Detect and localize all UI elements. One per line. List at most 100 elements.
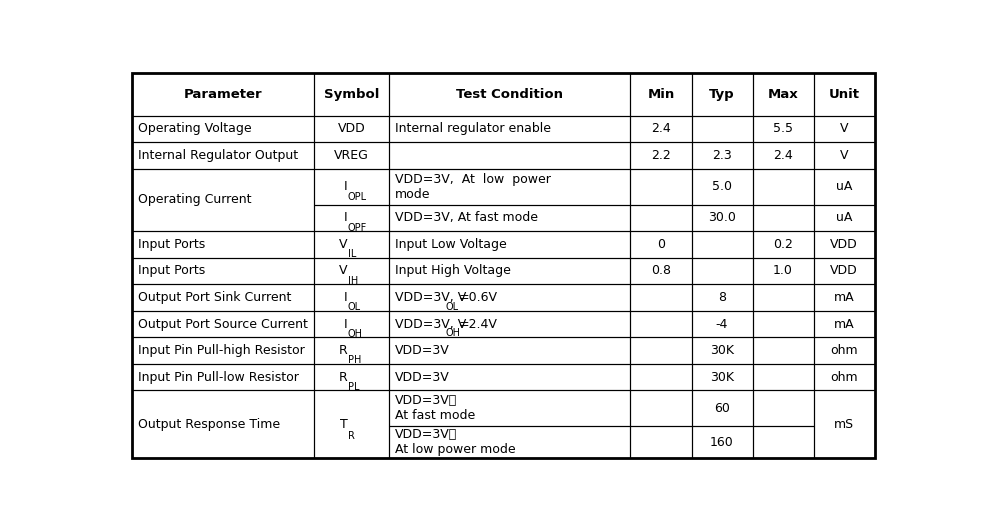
Text: 160: 160	[710, 436, 734, 449]
Bar	[691, 73, 752, 116]
Text: VDD=3V: VDD=3V	[395, 371, 450, 383]
Bar	[389, 73, 630, 116]
Bar	[814, 390, 875, 458]
Text: 8: 8	[718, 291, 726, 304]
Text: Output Port Sink Current: Output Port Sink Current	[137, 291, 292, 304]
Bar	[630, 390, 691, 426]
Bar	[132, 364, 314, 390]
Bar	[691, 205, 752, 231]
Bar	[389, 231, 630, 258]
Text: PL: PL	[348, 382, 359, 392]
Text: OPL: OPL	[348, 191, 367, 201]
Bar	[132, 311, 314, 337]
Bar	[132, 169, 314, 231]
Bar	[630, 337, 691, 364]
Bar	[691, 364, 752, 390]
Bar	[814, 311, 875, 337]
Text: 0: 0	[657, 238, 665, 251]
Text: R: R	[339, 371, 348, 383]
Text: 60: 60	[714, 402, 730, 415]
Text: uA: uA	[836, 180, 852, 193]
Bar	[630, 284, 691, 311]
Bar	[389, 311, 630, 337]
Text: VDD=3V、
At low power mode: VDD=3V、 At low power mode	[395, 428, 516, 456]
Bar	[630, 142, 691, 169]
Text: 2.4: 2.4	[773, 149, 793, 162]
Text: Output Port Source Current: Output Port Source Current	[137, 318, 307, 330]
Text: =2.4V: =2.4V	[459, 318, 498, 330]
Bar	[814, 205, 875, 231]
Text: 0.8: 0.8	[651, 265, 671, 277]
Bar	[132, 142, 314, 169]
Bar	[132, 116, 314, 142]
Bar	[691, 258, 752, 284]
Text: 30.0: 30.0	[708, 211, 736, 225]
Bar	[814, 142, 875, 169]
Bar	[389, 116, 630, 142]
Bar	[132, 73, 314, 116]
Bar	[691, 311, 752, 337]
Bar	[752, 364, 814, 390]
Bar	[314, 73, 389, 116]
Text: Input Ports: Input Ports	[137, 265, 205, 277]
Bar	[691, 142, 752, 169]
Text: mS: mS	[834, 418, 854, 431]
Bar	[630, 426, 691, 458]
Bar	[691, 426, 752, 458]
Bar	[132, 337, 314, 364]
Text: OH: OH	[446, 328, 461, 338]
Text: ohm: ohm	[831, 371, 858, 383]
Text: ohm: ohm	[831, 344, 858, 357]
Text: Max: Max	[768, 88, 798, 101]
Bar	[752, 231, 814, 258]
Bar	[752, 284, 814, 311]
Bar	[814, 364, 875, 390]
Text: Test Condition: Test Condition	[456, 88, 563, 101]
Bar	[389, 169, 630, 205]
Bar	[752, 205, 814, 231]
Bar	[752, 390, 814, 426]
Text: Internal regulator enable: Internal regulator enable	[395, 123, 551, 136]
Text: VDD=3V: VDD=3V	[395, 344, 450, 357]
Text: VDD=3V,  At  low  power
mode: VDD=3V, At low power mode	[395, 173, 551, 201]
Text: IH: IH	[348, 276, 358, 286]
Bar	[630, 116, 691, 142]
Bar	[630, 73, 691, 116]
Text: OPF: OPF	[348, 222, 367, 232]
Text: V: V	[840, 123, 848, 136]
Text: OL: OL	[446, 301, 459, 311]
Text: uA: uA	[836, 211, 852, 225]
Text: Operating Current: Operating Current	[137, 194, 251, 206]
Text: T: T	[340, 418, 348, 431]
Bar	[314, 390, 389, 458]
Bar	[630, 258, 691, 284]
Bar	[814, 169, 875, 205]
Text: Input Ports: Input Ports	[137, 238, 205, 251]
Text: Typ: Typ	[709, 88, 735, 101]
Text: Min: Min	[647, 88, 675, 101]
Text: 30K: 30K	[710, 344, 734, 357]
Text: VDD: VDD	[830, 265, 858, 277]
Text: Input Low Voltage: Input Low Voltage	[395, 238, 507, 251]
Bar	[132, 231, 314, 258]
Bar	[752, 426, 814, 458]
Bar	[630, 169, 691, 205]
Text: 0.2: 0.2	[773, 238, 793, 251]
Bar	[132, 258, 314, 284]
Bar	[691, 390, 752, 426]
Text: Unit: Unit	[829, 88, 859, 101]
Bar	[630, 205, 691, 231]
Text: Input Pin Pull-low Resistor: Input Pin Pull-low Resistor	[137, 371, 299, 383]
Bar	[314, 205, 389, 231]
Bar	[814, 231, 875, 258]
Bar	[814, 337, 875, 364]
Text: VREG: VREG	[334, 149, 369, 162]
Text: R: R	[348, 431, 355, 441]
Text: VDD: VDD	[338, 123, 365, 136]
Bar	[814, 73, 875, 116]
Bar	[814, 258, 875, 284]
Text: VDD=3V、
At fast mode: VDD=3V、 At fast mode	[395, 394, 475, 422]
Text: VDD=3V, At fast mode: VDD=3V, At fast mode	[395, 211, 538, 225]
Text: 2.2: 2.2	[651, 149, 671, 162]
Bar	[314, 116, 389, 142]
